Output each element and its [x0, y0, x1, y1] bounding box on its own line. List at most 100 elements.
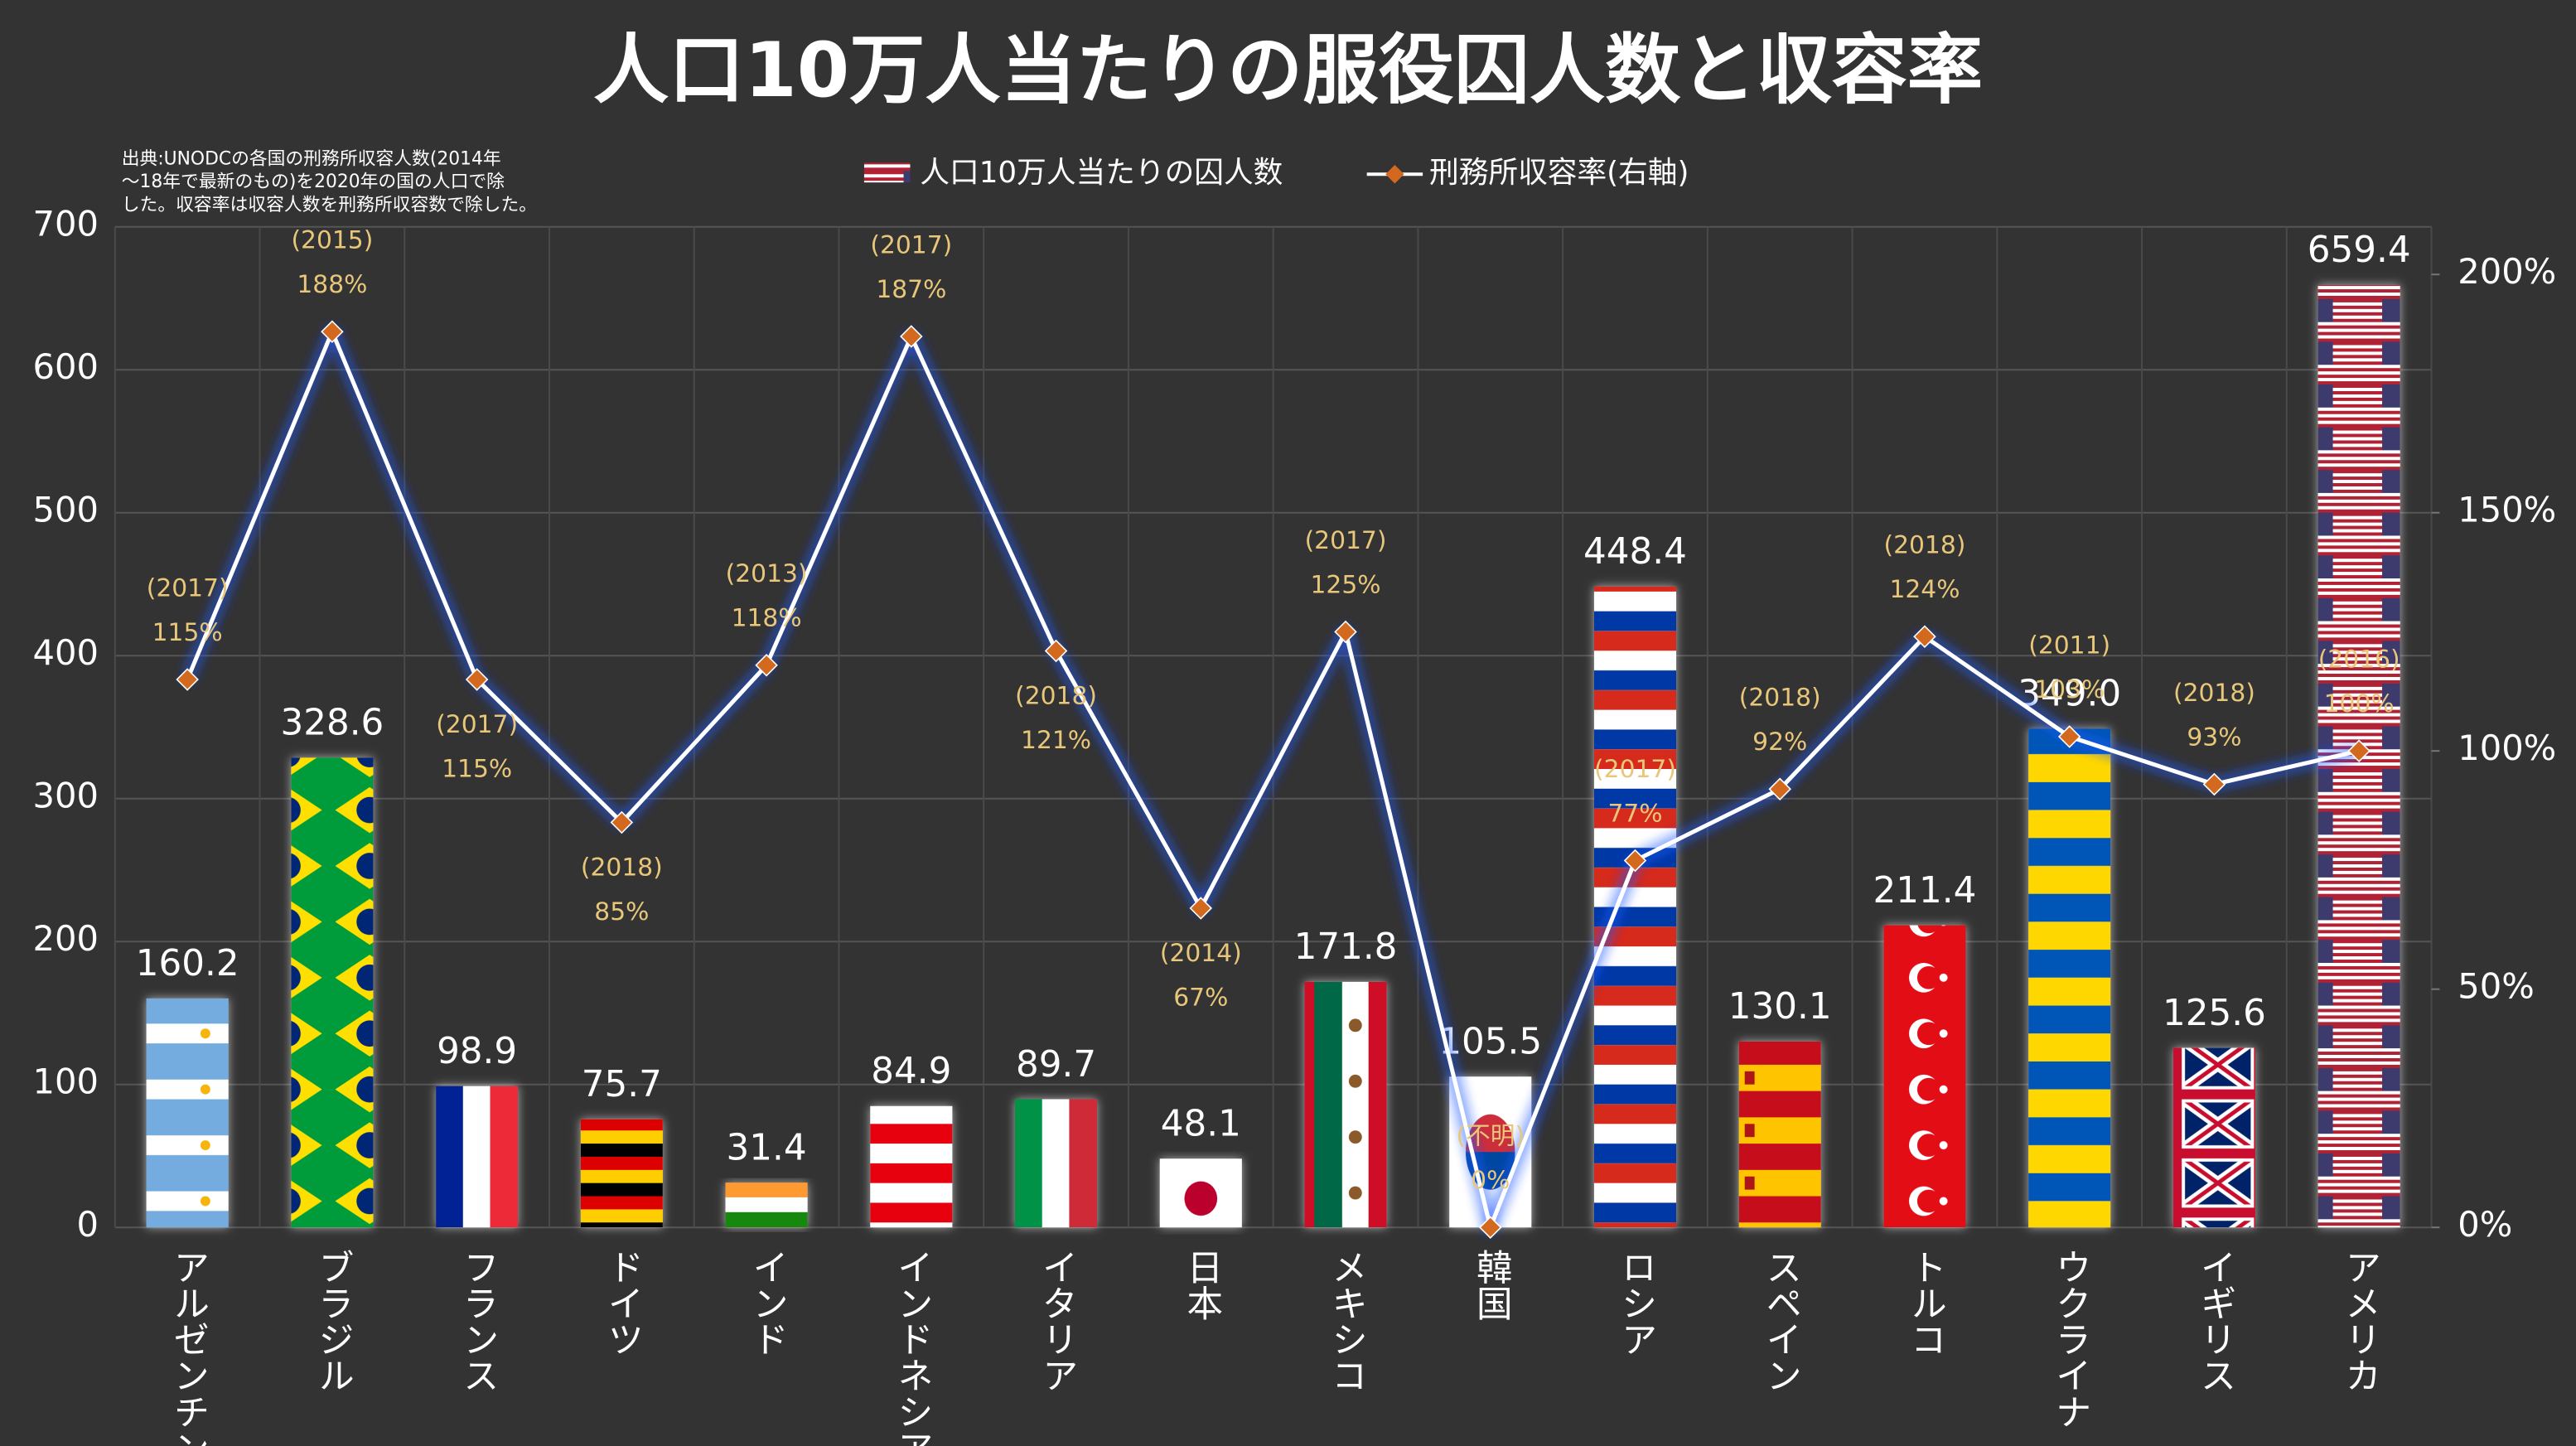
source-note: した。収容率は収容人数を刑務所収容数で除した。 [122, 195, 537, 215]
bar-value-label: 89.7 [1016, 1044, 1096, 1086]
y-tick-label: 0 [76, 1204, 98, 1245]
line-marker [1479, 1216, 1502, 1239]
x-tick-label: アルゼンチン [167, 1249, 208, 1446]
x-tick-label: インドネシア [891, 1249, 932, 1446]
y2-tick-label: 100% [2458, 728, 2556, 768]
x-tick-label: 日本 [1180, 1249, 1222, 1321]
line-marker [1623, 849, 1647, 873]
line-value-label: 187% [876, 275, 946, 304]
bar-value-label: 98.9 [437, 1031, 517, 1072]
bar-value-label: 75.7 [582, 1064, 662, 1105]
year-label: (2018) [1739, 684, 1821, 713]
y2-tick-label: 50% [2458, 966, 2535, 1007]
x-tick-label: イタリア [1036, 1249, 1077, 1393]
year-label: (2016) [2318, 646, 2400, 675]
line-value-label: 93% [2187, 723, 2241, 752]
bar [580, 1119, 663, 1228]
y-tick-label: 500 [33, 490, 99, 530]
bar [2172, 1047, 2255, 1228]
line-value-label: 118% [732, 604, 802, 633]
bar-value-label: 171.8 [1294, 926, 1398, 968]
line-value-label: 121% [1021, 726, 1091, 755]
x-tick-label: ロシア [1614, 1249, 1655, 1357]
bar-value-label: 211.4 [1873, 870, 1977, 912]
legend-swatch [863, 162, 911, 183]
bar [146, 998, 229, 1228]
y-tick-label: 100 [33, 1062, 99, 1102]
legend-marker [1385, 165, 1404, 184]
chart-title: 人口10万人当たりの服役囚人数と収容率 [593, 26, 1983, 114]
line-value-label: 77% [1607, 799, 1662, 828]
x-tick-label: インド [746, 1249, 787, 1357]
y-tick-label: 700 [33, 204, 99, 244]
x-tick-label: アメリカ [2338, 1249, 2380, 1393]
line-value-label: 115% [442, 755, 512, 784]
source-note: ～18年で最新のもの)を2020年の国の人口で除 [122, 172, 505, 192]
bar-value-label: 349.0 [2018, 674, 2121, 715]
line-value-label: 100% [2324, 689, 2395, 718]
legend-label: 刑務所収容率(右軸) [1429, 156, 1689, 190]
year-label: (2017) [870, 230, 952, 259]
year-label: (不明) [1456, 1122, 1525, 1151]
line-value-label: 124% [1889, 575, 1960, 604]
line-marker [610, 810, 634, 834]
source-note: 出典:UNODCの各国の刑務所収容人数(2014年 [122, 148, 501, 169]
line-value-label: 85% [594, 897, 649, 926]
line-marker [1913, 625, 1936, 648]
bar-value-label: 659.4 [2308, 230, 2411, 271]
y-tick-label: 200 [33, 918, 99, 959]
line-value-label: 103% [2034, 675, 2105, 704]
bar [1593, 586, 1677, 1228]
line-marker [2202, 772, 2226, 796]
bar [436, 1086, 519, 1228]
bar [1883, 925, 1966, 1228]
bar [291, 757, 374, 1228]
year-label: (2015) [291, 226, 373, 255]
x-tick-label: トルコ [1904, 1249, 1945, 1357]
x-tick-label: イギリス [2193, 1249, 2235, 1393]
bar [870, 1105, 953, 1228]
line-marker [176, 668, 199, 691]
y-tick-label: 300 [33, 776, 99, 816]
line-marker [321, 320, 344, 343]
legend-label: 人口10万人当たりの囚人数 [920, 156, 1283, 190]
year-label: (2018) [1884, 531, 1966, 560]
line-marker [900, 325, 923, 348]
line-marker [1044, 639, 1068, 663]
line-marker [2057, 725, 2081, 748]
year-label: (2014) [1160, 939, 1242, 968]
line-value-label: 0% [1471, 1166, 1510, 1195]
bar-value-label: 84.9 [871, 1051, 951, 1092]
line-marker [755, 653, 778, 677]
line-marker [1768, 777, 1791, 800]
line-value-label: 188% [297, 270, 367, 299]
year-label: (2017) [147, 573, 229, 602]
bar [2028, 728, 2111, 1228]
bar [1738, 1041, 1821, 1228]
bar-value-label: 130.1 [1728, 986, 1832, 1028]
year-label: (2011) [2028, 631, 2110, 660]
x-tick-label: ウクライナ [2049, 1249, 2090, 1429]
year-label: (2017) [1305, 526, 1387, 555]
x-tick-label: ブラジル [312, 1249, 353, 1393]
bar [1304, 981, 1387, 1228]
line-marker [465, 668, 489, 691]
bar-value-label: 328.6 [280, 703, 384, 744]
x-tick-label: 韓国 [1470, 1249, 1512, 1321]
line-value-label: 92% [1752, 728, 1807, 757]
y-tick-label: 400 [33, 632, 99, 673]
line [185, 326, 2360, 1235]
year-label: (2017) [436, 710, 518, 739]
y2-tick-label: 150% [2458, 490, 2556, 530]
bar-value-label: 31.4 [727, 1127, 807, 1168]
year-label: (2013) [726, 559, 808, 588]
bar-value-label: 48.1 [1161, 1104, 1241, 1145]
y2-tick-label: 0% [2458, 1204, 2512, 1245]
x-tick-label: メキシコ [1325, 1249, 1366, 1393]
bar [725, 1182, 808, 1228]
line-value-label: 115% [152, 618, 223, 647]
bar [1449, 1076, 1532, 1228]
bar-value-label: 160.2 [136, 943, 239, 984]
